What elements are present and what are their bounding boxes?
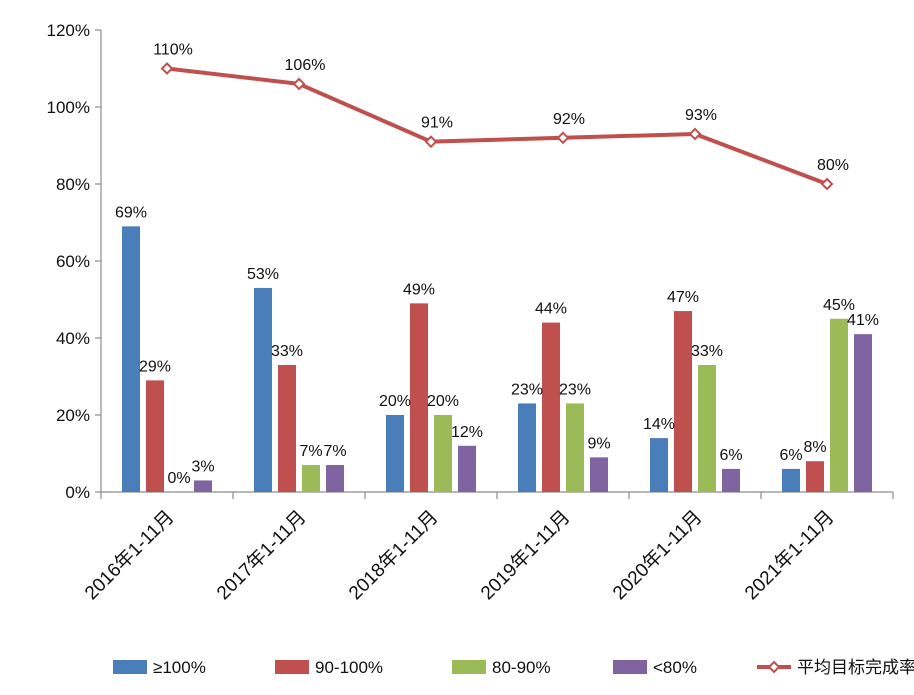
line-data-label: 106% <box>285 57 326 74</box>
x-category-label: 2017年1-11月 <box>212 506 310 604</box>
line-point <box>688 127 702 141</box>
bar-data-label: 14% <box>643 416 675 433</box>
line-data-label: 110% <box>153 42 193 59</box>
bar <box>518 403 536 492</box>
bar-data-label: 41% <box>847 312 879 329</box>
legend-marker <box>767 660 781 674</box>
line-data-label: 80% <box>817 157 849 174</box>
bar-data-label: 53% <box>247 266 279 283</box>
axes: 0% 20% 40% 60% 80% 100% 120% 2016年1-11月 2017年1-1… <box>47 21 894 604</box>
bar <box>194 480 212 492</box>
bar-data-label: 69% <box>115 204 147 221</box>
bar <box>302 465 320 492</box>
bar-data-label: 45% <box>823 297 855 314</box>
line-point <box>292 77 306 91</box>
legend-label: 平均目标完成率 <box>797 658 914 677</box>
bar-data-label: 9% <box>587 435 610 452</box>
bar-data-label: 23% <box>559 381 591 398</box>
bars <box>122 226 872 492</box>
y-tick-label: 100% <box>47 98 90 117</box>
bar <box>722 468 740 492</box>
legend-label: 90-100% <box>315 658 383 677</box>
legend-swatch <box>113 660 147 674</box>
bar <box>650 438 668 492</box>
legend-swatch <box>275 660 309 674</box>
bar <box>434 415 452 492</box>
line-point <box>424 135 438 149</box>
bar <box>254 287 272 492</box>
bar-data-label: 20% <box>427 393 459 410</box>
y-tick-label: 0% <box>65 483 90 502</box>
y-tick-label: 80% <box>56 175 90 194</box>
bar-data-label: 12% <box>451 424 483 441</box>
bar-data-label: 33% <box>691 343 723 360</box>
line-series <box>160 62 834 191</box>
y-tick-label: 40% <box>56 329 90 348</box>
legend-swatch <box>613 660 647 674</box>
bar-data-label: 0% <box>167 470 190 487</box>
line-point <box>820 177 834 191</box>
line-data-label: 93% <box>685 107 717 124</box>
bar <box>566 403 584 492</box>
y-tick-label: 120% <box>47 21 90 40</box>
x-category-label: 2019年1-11月 <box>476 506 574 604</box>
x-category-label: 2021年1-11月 <box>740 506 838 604</box>
bar-data-label: 29% <box>139 358 171 375</box>
bar-data-label: 8% <box>803 439 826 456</box>
x-category-label: 2020年1-11月 <box>608 506 706 604</box>
x-category-label: 2018年1-11月 <box>344 506 442 604</box>
bar <box>806 461 824 492</box>
bar-data-label: 7% <box>299 443 322 460</box>
bar <box>146 380 164 492</box>
bar-data-label: 47% <box>667 289 699 306</box>
bar <box>122 226 140 492</box>
bar-data-label: 7% <box>323 443 346 460</box>
bar <box>542 322 560 492</box>
y-tick-label: 60% <box>56 252 90 271</box>
legend-label: 80-90% <box>492 658 551 677</box>
bar-data-label: 44% <box>535 301 567 318</box>
legend-label: <80% <box>653 658 697 677</box>
bar-data-label: 33% <box>271 343 303 360</box>
line-point <box>160 62 174 75</box>
data-labels: 69% 53% 20% 23% 14% 6% 29% 33% 49% 44% 47% 8% 0% 7% 20… <box>115 42 879 488</box>
bar <box>410 303 428 492</box>
bar <box>590 457 608 492</box>
line-data-label: 92% <box>553 111 585 128</box>
bar <box>278 364 296 492</box>
line-data-label: 91% <box>421 115 453 132</box>
x-category-label: 2016年1-11月 <box>80 506 178 604</box>
bar <box>698 364 716 492</box>
legend-label: ≥100% <box>153 658 206 677</box>
bar <box>830 318 848 492</box>
bar <box>674 311 692 492</box>
line-path <box>166 66 828 186</box>
bar-data-label: 6% <box>779 447 802 464</box>
bar <box>326 465 344 492</box>
legend-swatch <box>452 660 486 674</box>
bar <box>782 468 800 492</box>
y-tick-label: 20% <box>56 406 90 425</box>
line-point <box>556 131 570 145</box>
bar-data-label: 20% <box>379 393 411 410</box>
bar <box>386 415 404 492</box>
legend: ≥100% 90-100% 80-90% <80% 平均目标完成率 <box>113 658 914 677</box>
bar-data-label: 6% <box>719 447 742 464</box>
bar <box>854 334 872 492</box>
bar-data-label: 49% <box>403 281 435 298</box>
bar-data-label: 3% <box>191 458 214 475</box>
bar <box>458 445 476 492</box>
bar-data-label: 23% <box>511 381 543 398</box>
